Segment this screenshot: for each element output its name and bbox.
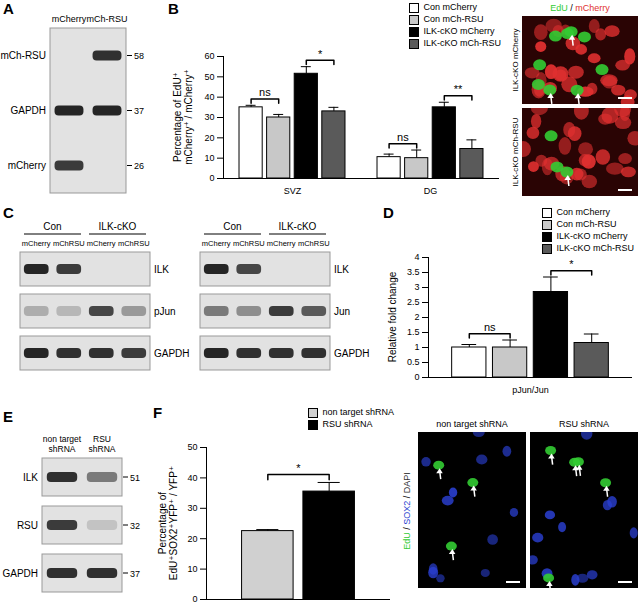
svg-text:SVZ: SVZ: [284, 186, 302, 196]
svg-text:32: 32: [130, 521, 140, 531]
svg-text:ILK: ILK: [334, 264, 349, 275]
svg-text:ILK-cKO: ILK-cKO: [99, 221, 137, 232]
svg-text:50: 50: [187, 442, 197, 452]
svg-text:ILK-cKO mCherry: ILK-cKO mCherry: [511, 28, 520, 91]
html-text:non target shRNA: non target shRNA: [322, 407, 394, 417]
svg-text:3.5: 3.5: [407, 267, 420, 277]
svg-text:*: *: [318, 48, 323, 60]
svg-text:GAPDH: GAPDH: [2, 568, 38, 579]
svg-text:mCh-RSU: mCh-RSU: [0, 50, 46, 61]
svg-text:2.5: 2.5: [407, 297, 420, 307]
svg-text:mCherry: mCherry: [202, 239, 231, 248]
svg-text:mChRSU: mChRSU: [233, 239, 265, 248]
svg-text:Relative fold change: Relative fold change: [387, 271, 398, 362]
svg-text:mCherry: mCherry: [267, 239, 296, 248]
svg-text:RSU shRNA: RSU shRNA: [559, 419, 609, 429]
svg-text:pJun: pJun: [154, 306, 176, 317]
svg-text:mCherry: mCherry: [22, 239, 51, 248]
svg-text:30: 30: [204, 112, 214, 122]
svg-text:pJun/Jun: pJun/Jun: [512, 385, 549, 395]
svg-text:EdU / mCherry: EdU / mCherry: [550, 3, 610, 13]
svg-text:shRNA: shRNA: [89, 444, 116, 454]
svg-text:30: 30: [187, 503, 197, 513]
svg-text:10: 10: [204, 153, 214, 163]
svg-text:20: 20: [204, 133, 214, 143]
svg-text:0.5: 0.5: [407, 357, 420, 367]
svg-text:shRNA: shRNA: [49, 444, 76, 454]
svg-text:non target: non target: [43, 434, 82, 444]
svg-text:mCherry: mCherry: [52, 14, 87, 24]
svg-text:Con: Con: [223, 221, 241, 232]
svg-text:58: 58: [134, 51, 144, 61]
svg-text:Percentage ofEdU⁺SOX2⁺YFP⁺ / Y: Percentage ofEdU⁺SOX2⁺YFP⁺ / YFP⁺: [157, 466, 179, 580]
svg-text:ILK: ILK: [154, 264, 169, 275]
html-text:RSU shRNA: RSU shRNA: [322, 419, 373, 429]
svg-text:26: 26: [134, 161, 144, 171]
svg-text:RSU: RSU: [17, 520, 38, 531]
svg-text:B: B: [168, 0, 179, 17]
svg-text:A: A: [3, 0, 14, 17]
svg-text:*: *: [569, 258, 574, 270]
svg-text:mCh-RSU: mCh-RSU: [86, 14, 127, 24]
svg-text:51: 51: [130, 473, 140, 483]
svg-text:3: 3: [414, 282, 419, 292]
svg-text:37: 37: [134, 106, 144, 116]
html-text:Con mCherry: Con mCherry: [423, 2, 477, 12]
svg-text:C: C: [3, 204, 14, 221]
svg-text:DG: DG: [424, 186, 438, 196]
svg-text:40: 40: [187, 473, 197, 483]
svg-text:Con: Con: [43, 221, 61, 232]
svg-text:mChRSU: mChRSU: [53, 239, 85, 248]
svg-text:E: E: [3, 408, 13, 425]
svg-text:60: 60: [204, 51, 214, 61]
svg-text:RSU: RSU: [93, 434, 111, 444]
svg-text:mChRSU: mChRSU: [298, 239, 330, 248]
html-text:Con mCh-RSU: Con mCh-RSU: [423, 14, 484, 24]
svg-text:ILK: ILK: [23, 472, 38, 483]
svg-text:Percentage of EdU⁺mCherry⁺ / m: Percentage of EdU⁺mCherry⁺ / mCherry⁺: [172, 69, 194, 165]
svg-text:1.5: 1.5: [407, 327, 420, 337]
svg-text:20: 20: [187, 534, 197, 544]
html-text:ILK-cKO mCh-RSU: ILK-cKO mCh-RSU: [556, 243, 634, 253]
svg-text:mChRSU: mChRSU: [118, 239, 150, 248]
svg-text:1: 1: [414, 342, 419, 352]
svg-text:EdU / SOX2 / DAPI: EdU / SOX2 / DAPI: [402, 472, 412, 550]
svg-text:4: 4: [414, 252, 419, 262]
html-text:ILK-cKO mCh-RSU: ILK-cKO mCh-RSU: [423, 38, 501, 48]
svg-text:mCherry: mCherry: [87, 239, 116, 248]
svg-text:GAPDH: GAPDH: [154, 348, 190, 359]
svg-text:10: 10: [187, 564, 197, 574]
svg-text:50: 50: [204, 72, 214, 82]
svg-text:ns: ns: [397, 131, 409, 143]
svg-text:mCherry: mCherry: [8, 160, 46, 171]
html-text:ILK-cKO mCherry: ILK-cKO mCherry: [423, 26, 495, 36]
svg-text:non target shRNA: non target shRNA: [436, 419, 508, 429]
svg-text:40: 40: [204, 92, 214, 102]
svg-text:Jun: Jun: [334, 306, 350, 317]
svg-text:ILK-cKO mCh-RSU: ILK-cKO mCh-RSU: [511, 117, 520, 186]
svg-text:*: *: [296, 462, 301, 474]
svg-text:ns: ns: [484, 321, 496, 333]
svg-text:2: 2: [414, 312, 419, 322]
svg-text:F: F: [153, 404, 162, 421]
svg-text:GAPDH: GAPDH: [10, 105, 46, 116]
html-text:ILK-cKO mCherry: ILK-cKO mCherry: [556, 231, 628, 241]
svg-text:0: 0: [209, 173, 214, 183]
html-text:Con mCh-RSU: Con mCh-RSU: [556, 219, 617, 229]
svg-text:ILK-cKO: ILK-cKO: [279, 221, 317, 232]
html-text:Con mCherry: Con mCherry: [556, 207, 610, 217]
svg-text:ns: ns: [259, 86, 271, 98]
svg-text:37: 37: [130, 569, 140, 579]
svg-text:0: 0: [414, 372, 419, 382]
svg-text:**: **: [454, 83, 463, 95]
svg-text:0: 0: [192, 594, 197, 604]
svg-text:GAPDH: GAPDH: [334, 348, 370, 359]
svg-text:D: D: [383, 204, 394, 221]
